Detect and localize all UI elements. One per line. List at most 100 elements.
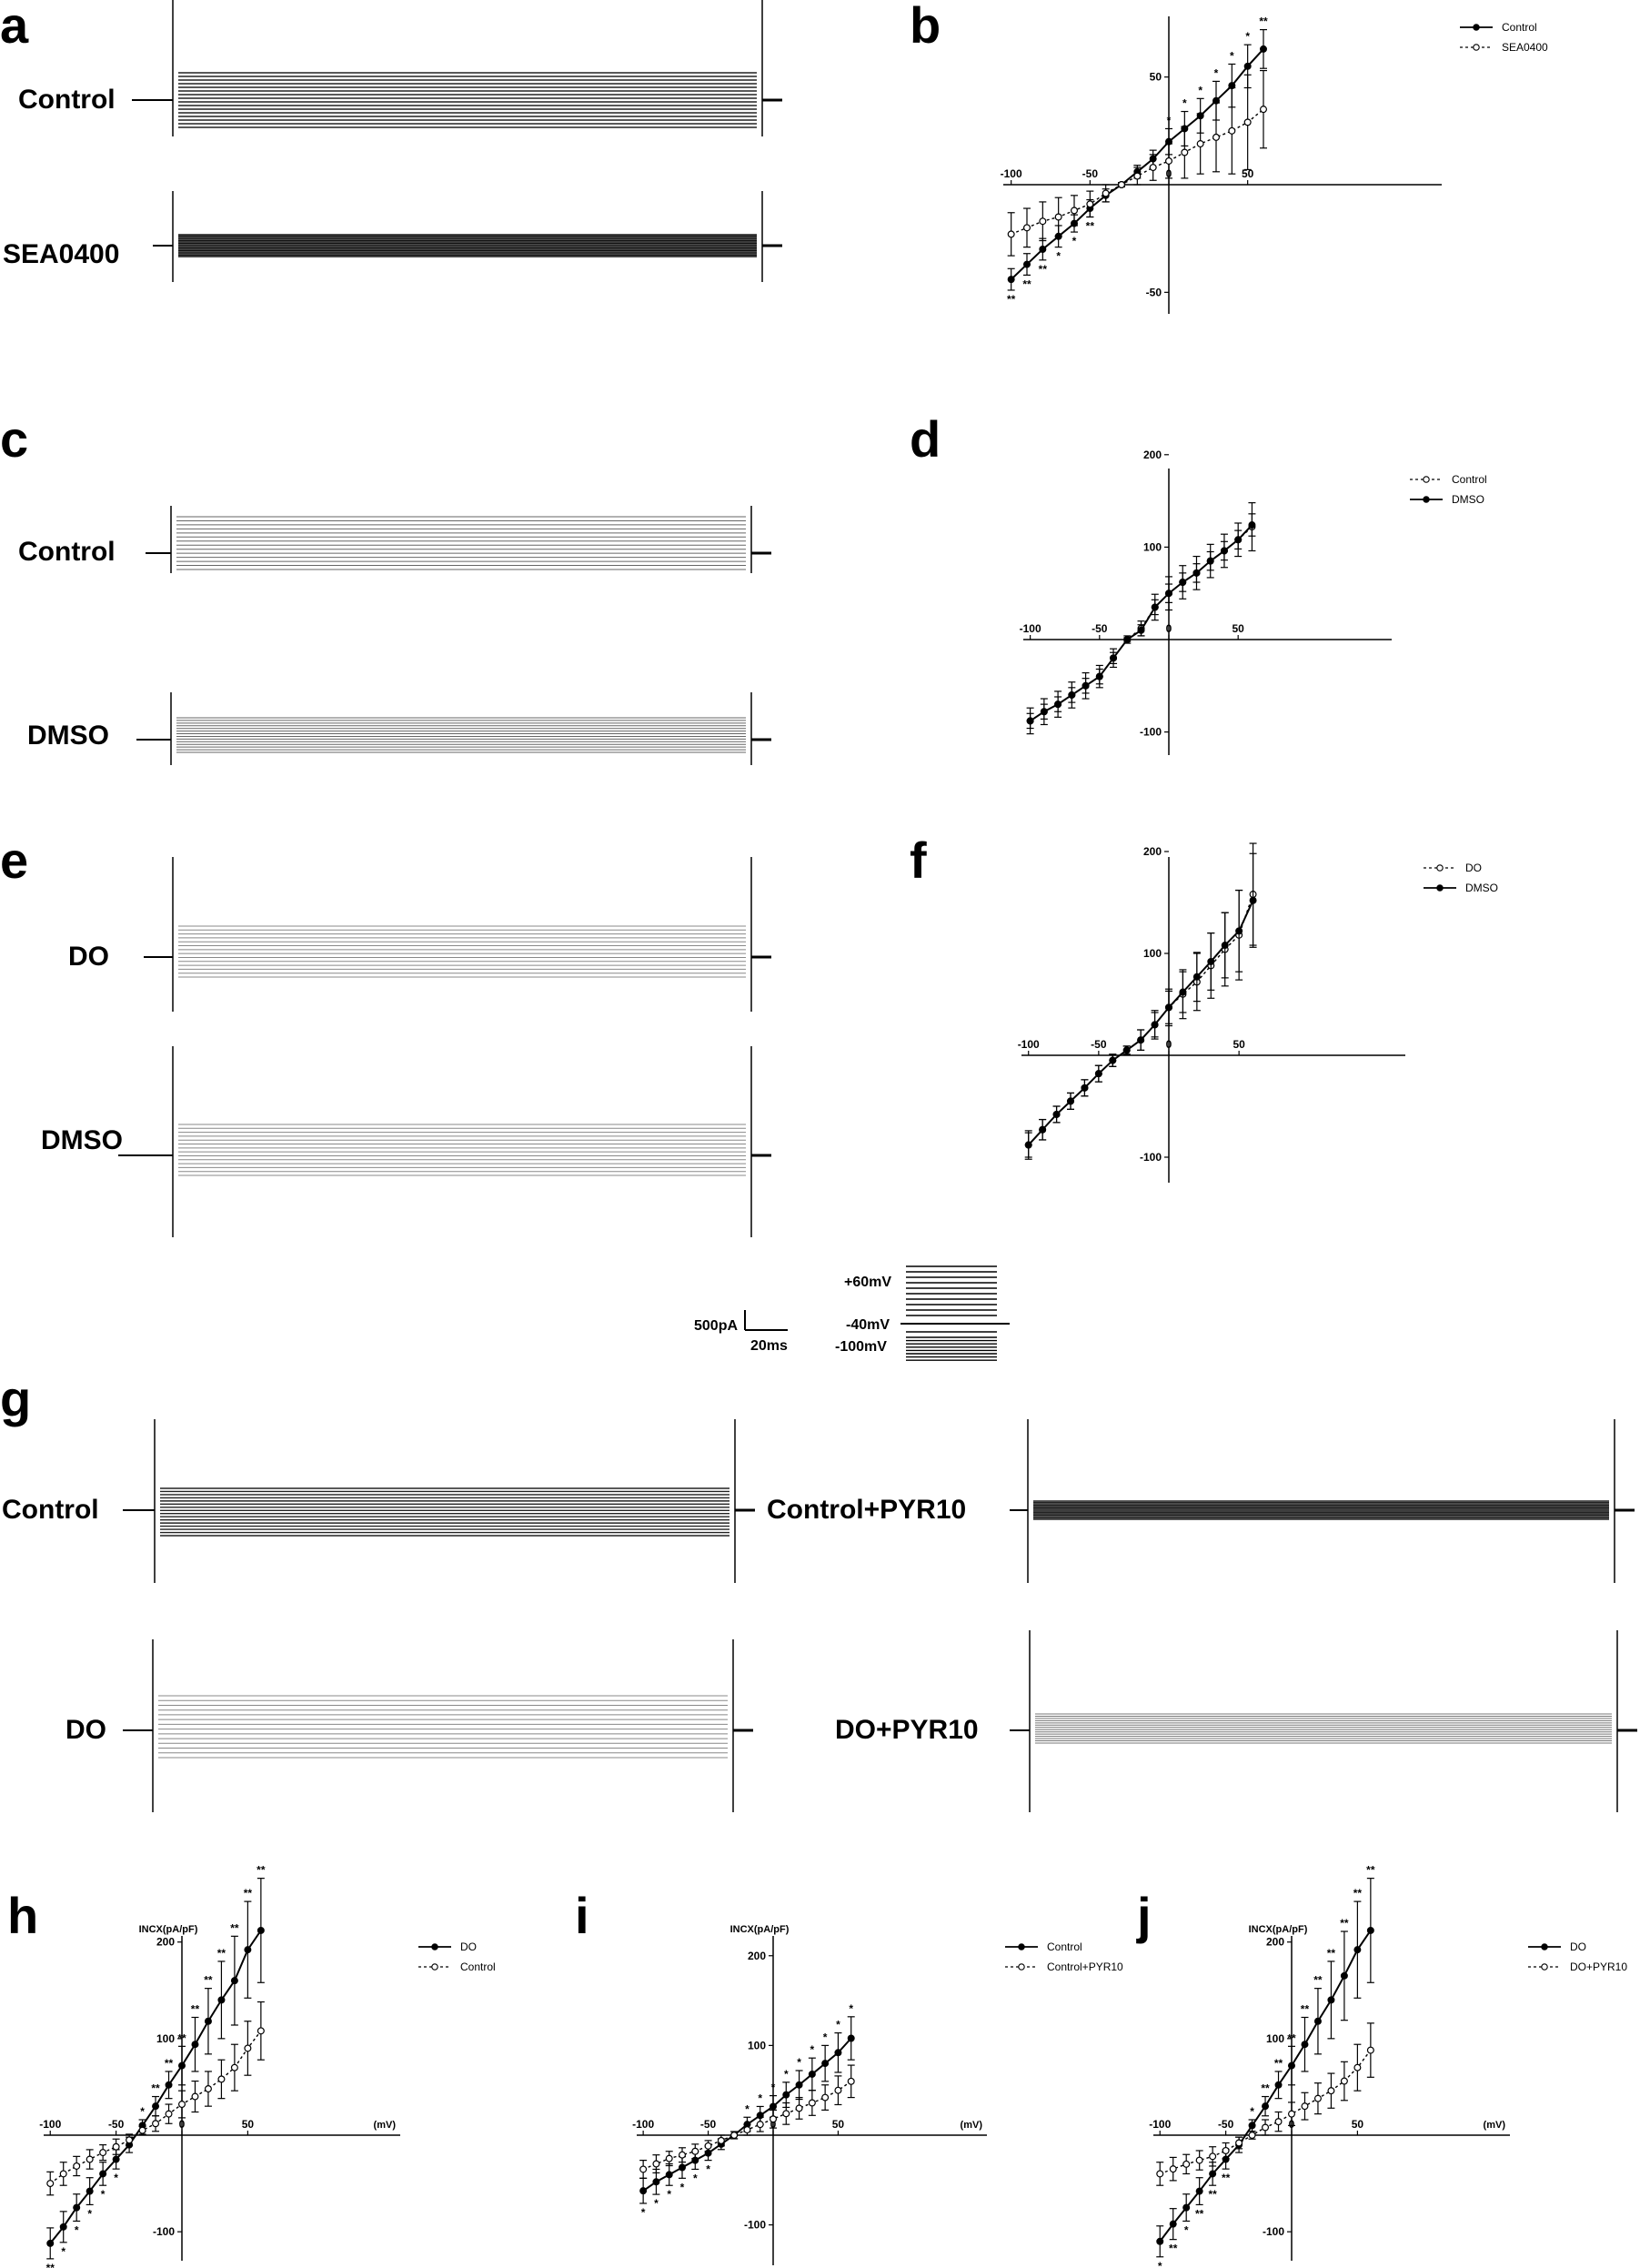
x-tick-label: -50 [1082, 167, 1099, 180]
significance-mark: * [1182, 97, 1187, 110]
data-point [1156, 2170, 1164, 2178]
legend-label: Control [1452, 473, 1487, 486]
data-point [1169, 2165, 1177, 2173]
data-point [1220, 547, 1228, 555]
legend-label: Control [460, 1961, 496, 1973]
data-point [1070, 207, 1078, 215]
significance-mark: * [1184, 2223, 1189, 2236]
data-point [652, 2178, 660, 2186]
significance-mark: * [810, 2043, 815, 2056]
significance-mark: ** [1313, 1974, 1323, 1987]
data-point [257, 2027, 265, 2035]
significance-mark: * [823, 2031, 828, 2043]
significance-mark: ** [191, 2002, 200, 2015]
data-point [1327, 2087, 1335, 2095]
data-point [1366, 2046, 1374, 2054]
data-point [1353, 2063, 1362, 2071]
voltage-protocol: +60mV -40mV -100mV [835, 1265, 1010, 1361]
legend: DO Control [418, 1940, 496, 1973]
data-point [1026, 717, 1034, 725]
y-tick-label: 200 [748, 1950, 766, 1962]
significance-mark: * [1250, 2105, 1254, 2118]
legend-swatch-marker [1473, 44, 1480, 51]
data-point [1353, 1946, 1362, 1954]
significance-mark: * [849, 2002, 853, 2015]
trace-label-do-pyr10: DO+PYR10 [835, 1715, 979, 1745]
data-point [1102, 189, 1110, 197]
data-point [821, 2093, 830, 2102]
data-point [1340, 1971, 1348, 1980]
significance-mark: ** [1007, 293, 1016, 306]
x-tick-label: 50 [832, 2118, 845, 2131]
data-point [204, 2085, 212, 2093]
data-point [1137, 1036, 1145, 1044]
trace-label-dmso-c: DMSO [27, 721, 109, 751]
data-point [1007, 276, 1015, 284]
data-point [1022, 224, 1031, 232]
protocol-bottom-label: -100mV [835, 1339, 887, 1355]
data-point [1196, 140, 1204, 148]
data-point [808, 2099, 816, 2107]
axes: -100 -50 0 50 -100 100 200 [1020, 449, 1392, 755]
y-tick-label: 100 [748, 2039, 766, 2051]
y-tick-label: 100 [1143, 947, 1162, 960]
data-point [1151, 1021, 1159, 1029]
significance-mark: * [1158, 2260, 1162, 2268]
data-point [178, 2101, 186, 2109]
data-point [834, 2086, 842, 2094]
data-point [152, 2120, 160, 2128]
significance-mark: * [61, 2245, 65, 2258]
data-point [1192, 569, 1201, 577]
significance-mark: ** [165, 2057, 174, 2070]
data-point [1110, 654, 1118, 662]
data-point [1181, 148, 1189, 156]
x-tick-label: 50 [1242, 167, 1254, 180]
data-point [1164, 1003, 1172, 1012]
series-do-pyr10 [1156, 2022, 1374, 2186]
data-point [1039, 246, 1047, 254]
data-point [1209, 2170, 1217, 2178]
significance-mark: * [114, 2172, 118, 2184]
data-point [217, 1996, 226, 2004]
data-point [59, 2170, 67, 2178]
data-point [1274, 2118, 1283, 2126]
data-point [1040, 708, 1048, 716]
x-tick-label: 50 [1352, 2118, 1364, 2131]
data-point [86, 2155, 94, 2163]
y-tick-label: 200 [1143, 845, 1162, 858]
data-point [1068, 690, 1076, 699]
data-point [112, 2155, 120, 2163]
significance-mark: ** [1086, 220, 1095, 233]
panel-label-j: j [1137, 1887, 1152, 1944]
significance-mark: ** [1366, 1864, 1375, 1877]
significance-mark: ** [1208, 2188, 1217, 2201]
legend-swatch-marker [1423, 476, 1430, 483]
data-point [1259, 106, 1267, 114]
significance-mark: ** [1340, 1917, 1349, 1930]
data-point [1024, 1141, 1032, 1149]
trace-label-do-g: DO [65, 1715, 106, 1745]
panel-label-b: b [910, 0, 941, 54]
trace-block [144, 857, 771, 1012]
legend-swatch-marker [431, 1963, 438, 1971]
data-point [1179, 988, 1187, 996]
x-tick-label: -100 [39, 2118, 61, 2131]
trace-block [153, 191, 782, 282]
data-point [782, 2110, 790, 2118]
data-point [808, 2070, 816, 2078]
x-tick-label: 50 [1233, 622, 1245, 635]
significance-mark: * [693, 2172, 698, 2184]
x-axis-label: (mV) [374, 2120, 397, 2131]
y-tick-label: -100 [1140, 726, 1162, 739]
trace-block [123, 1419, 755, 1583]
data-point [1054, 213, 1062, 221]
data-point [1327, 1996, 1335, 2004]
legend-swatch-marker [1541, 1943, 1548, 1950]
data-point [178, 2061, 186, 2070]
significance-mark: ** [1327, 1947, 1336, 1960]
data-point [795, 2081, 803, 2089]
data-point [1212, 133, 1220, 141]
